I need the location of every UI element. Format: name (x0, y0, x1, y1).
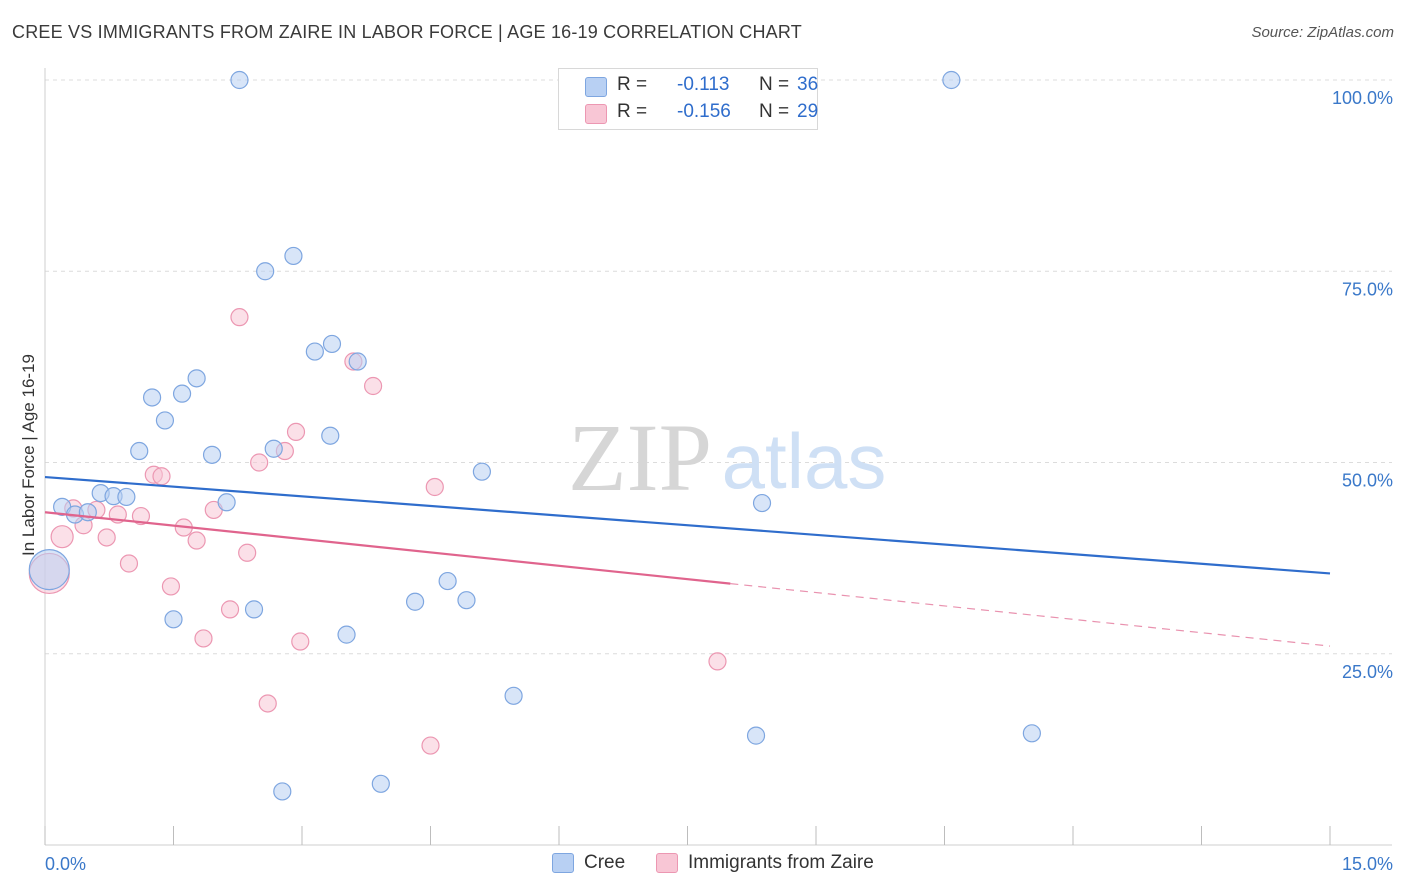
series-cree-points (28, 70, 1041, 801)
point-zaire (291, 632, 310, 651)
series-label-zaire: Immigrants from Zaire (688, 852, 874, 873)
point-cree (504, 686, 523, 705)
legend-n-label: N = (759, 101, 790, 122)
point-zaire (187, 531, 206, 550)
point-cree (202, 445, 222, 464)
point-zaire (131, 506, 151, 526)
point-zaire (425, 477, 444, 497)
point-cree (752, 493, 772, 513)
point-zaire (258, 694, 277, 713)
point-zaire (119, 554, 139, 573)
series-swatch-zaire (656, 853, 678, 873)
point-cree (117, 487, 136, 507)
point-cree (305, 342, 324, 361)
y-tick-label: 25.0% (1342, 662, 1393, 682)
point-cree (142, 388, 162, 407)
point-zaire (152, 467, 171, 486)
point-cree (405, 592, 425, 611)
point-cree (187, 369, 206, 388)
point-cree (322, 334, 342, 354)
y-tick-label: 50.0% (1342, 471, 1393, 491)
point-cree (942, 70, 961, 90)
point-zaire (421, 736, 440, 755)
y-axis-label: In Labor Force | Age 16-19 (19, 354, 38, 556)
trend-lines (44, 475, 1331, 647)
series-legend: Cree Immigrants from Zaire (0, 852, 1406, 878)
point-cree (217, 493, 236, 512)
point-cree (371, 774, 390, 793)
point-zaire (50, 525, 74, 549)
point-cree (337, 625, 356, 644)
point-cree (256, 262, 275, 281)
point-cree (244, 600, 264, 619)
point-cree (1022, 724, 1041, 743)
legend-r-label: R = (617, 74, 648, 95)
point-cree (230, 70, 249, 90)
axis-labels: 25.0% 50.0% 75.0% 100.0% 0.0% 15.0% (45, 88, 1393, 874)
legend-swatch-cree (585, 77, 607, 97)
point-cree (172, 384, 192, 403)
point-zaire (220, 600, 240, 619)
point-cree (457, 591, 476, 610)
point-zaire (286, 422, 306, 441)
trend-line-zaire (44, 511, 731, 585)
point-cree (164, 610, 183, 629)
y-tick-label: 100.0% (1332, 88, 1393, 108)
series-zaire-points (28, 308, 727, 755)
series-label-cree: Cree (584, 852, 626, 873)
point-cree (321, 426, 340, 445)
series-swatch-cree (552, 853, 574, 873)
point-zaire (708, 652, 727, 671)
point-zaire (161, 577, 181, 596)
source-credit: Source: ZipAtlas.com (1251, 24, 1394, 41)
trend-line-cree (44, 475, 1331, 575)
legend-n-value-zaire: 29 (797, 101, 819, 122)
legend-r-label: R = (617, 101, 648, 122)
point-cree (472, 462, 491, 481)
trend-line-zaire-extrapolated (730, 583, 1331, 647)
legend-n-label: N = (759, 74, 790, 95)
point-cree (130, 441, 149, 461)
legend-n-value-cree: 36 (797, 74, 819, 95)
gridlines (45, 79, 1392, 655)
point-cree (348, 352, 367, 371)
legend-r-value-cree: -0.113 (677, 74, 730, 95)
point-zaire (97, 528, 116, 547)
point-zaire (230, 308, 249, 327)
watermark-zip: ZIP (568, 404, 712, 511)
point-cree (284, 246, 303, 266)
legend-swatch-zaire (585, 104, 607, 124)
chart-title: CREE VS IMMIGRANTS FROM ZAIRE IN LABOR F… (12, 22, 802, 42)
y-tick-label: 75.0% (1342, 279, 1393, 299)
point-cree (273, 782, 292, 801)
watermark-atlas: atlas (722, 417, 887, 505)
point-zaire (364, 376, 383, 396)
point-cree (264, 439, 283, 458)
legend-r-value-zaire: -0.156 (677, 101, 731, 122)
point-zaire (194, 629, 213, 648)
correlation-legend: R = -0.113 N = 36 R = -0.156 N = 29 (558, 68, 818, 130)
watermark: ZIP atlas (568, 404, 886, 511)
point-cree (746, 726, 766, 745)
point-cree (438, 571, 457, 591)
point-cree (28, 548, 70, 591)
x-tick-label-max: 15.0% (1342, 854, 1393, 874)
point-cree (155, 411, 175, 430)
x-tick-label-min: 0.0% (45, 854, 86, 874)
axes (44, 68, 1392, 846)
point-zaire (250, 453, 269, 472)
point-zaire (238, 543, 257, 562)
